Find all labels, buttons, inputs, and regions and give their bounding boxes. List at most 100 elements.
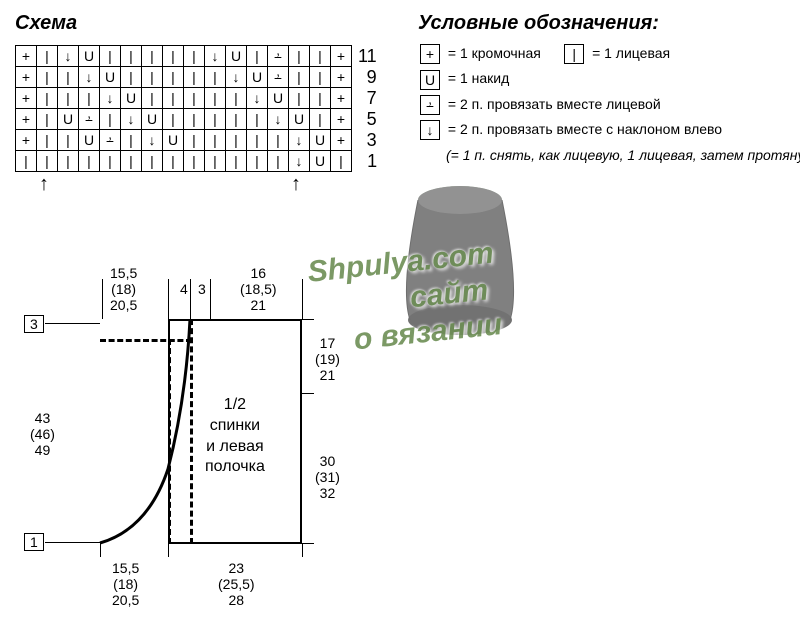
chart-cell: | (100, 109, 121, 130)
chart-cell: | (205, 67, 226, 88)
chart-cell: | (142, 46, 163, 67)
chart-cell: | (121, 130, 142, 151)
chart-cell: | (184, 67, 205, 88)
chart-cell: | (163, 67, 184, 88)
plus-icon: + (420, 44, 440, 64)
knitting-chart: +|↓U|||||↓U|⨩||+11+||↓U|||||↓U⨩||+9+|||↓… (15, 45, 378, 172)
chart-cell: + (16, 88, 37, 109)
chart-cell: ↓ (205, 46, 226, 67)
chart-cell: U (79, 46, 100, 67)
schematic-label: 1/2спинкии леваяполочка (205, 395, 265, 478)
chart-cell: | (79, 88, 100, 109)
chart-cell: + (331, 46, 352, 67)
chart-cell: ↓ (100, 88, 121, 109)
chart-cell: | (310, 46, 331, 67)
ssk-icon: ↓ (420, 120, 440, 140)
chart-cell: + (331, 67, 352, 88)
chart-cell: | (37, 130, 58, 151)
chart-cell: | (37, 67, 58, 88)
dim-left: 43(46)49 (30, 410, 55, 458)
garment-schematic: 15,5(18)20,5 4 3 16(18,5)21 3 43(46)49 1… (40, 265, 360, 610)
dim-top-midr: 3 (198, 281, 206, 297)
row-number: 3 (352, 130, 378, 151)
chart-cell: U (121, 88, 142, 109)
chart-cell: ⨩ (100, 130, 121, 151)
chart-cell: | (184, 88, 205, 109)
chart-cell: | (16, 151, 37, 172)
chart-cell: | (226, 109, 247, 130)
dim-right-lower: 30(31)32 (315, 453, 340, 501)
chart-cell: | (268, 130, 289, 151)
chart-cell: U (100, 67, 121, 88)
chart-cell: | (310, 109, 331, 130)
chart-cell: ⨩ (79, 109, 100, 130)
chart-cell: | (310, 88, 331, 109)
dim-bottom-box: 1 (24, 533, 44, 551)
chart-cell: | (58, 151, 79, 172)
chart-cell: ↓ (79, 67, 100, 88)
chart-cell: | (142, 67, 163, 88)
chart-cell: | (184, 130, 205, 151)
chart-cell: + (16, 67, 37, 88)
legend-text: = 1 лицевая (592, 45, 670, 61)
k2tog-icon: ⨩ (420, 95, 440, 115)
chart-cell: | (163, 46, 184, 67)
chart-cell: | (58, 130, 79, 151)
chart-cell: ↓ (121, 109, 142, 130)
chart-cell: | (100, 151, 121, 172)
row-number: 5 (352, 109, 378, 130)
chart-cell: + (331, 88, 352, 109)
chart-cell: | (121, 151, 142, 172)
legend-text: = 2 п. провязать вместе лицевой (448, 96, 661, 112)
legend-text: = 2 п. провязать вместе с наклоном влево (448, 121, 722, 137)
chart-cell: U (268, 88, 289, 109)
chart-cell: U (142, 109, 163, 130)
row-number: 9 (352, 67, 378, 88)
chart-cell: ↓ (226, 67, 247, 88)
chart-cell: | (289, 46, 310, 67)
legend-title: Условные обозначения: (418, 12, 659, 35)
dim-right-upper: 17(19)21 (315, 335, 340, 383)
chart-cell: U (79, 130, 100, 151)
chart-cell: | (163, 109, 184, 130)
chart-cell: | (142, 88, 163, 109)
chart-cell: ↓ (268, 109, 289, 130)
chart-cell: ↓ (58, 46, 79, 67)
chart-cell: | (310, 67, 331, 88)
chart-cell: | (100, 46, 121, 67)
chart-cell: | (121, 67, 142, 88)
chart-cell: | (205, 109, 226, 130)
chart-cell: | (37, 109, 58, 130)
chart-cell: | (226, 88, 247, 109)
dim-top-left: 15,5(18)20,5 (110, 265, 137, 313)
legend-text: = 1 накид (448, 70, 509, 86)
chart-cell: U (226, 46, 247, 67)
legend-row: + = 1 кромочная | = 1 лицевая (420, 42, 800, 64)
chart-cell: | (184, 151, 205, 172)
chart-cell: ↓ (289, 130, 310, 151)
legend: + = 1 кромочная | = 1 лицевая U = 1 наки… (420, 42, 800, 169)
chart-cell: | (226, 151, 247, 172)
repeat-arrow-left: ↑ (39, 173, 49, 196)
chart-cell: | (289, 67, 310, 88)
chart-cell: U (289, 109, 310, 130)
chart-cell: | (37, 46, 58, 67)
chart-cell: ⨩ (268, 67, 289, 88)
legend-row: U = 1 накид (420, 67, 800, 89)
chart-cell: | (268, 151, 289, 172)
chart-cell: | (205, 151, 226, 172)
chart-cell: | (205, 130, 226, 151)
chart-cell: U (163, 130, 184, 151)
chart-cell: + (16, 130, 37, 151)
chart-cell: U (310, 130, 331, 151)
chart-cell: | (163, 88, 184, 109)
knit-icon: | (564, 44, 584, 64)
chart-cell: | (247, 130, 268, 151)
chart-cell: | (247, 151, 268, 172)
chart-cell: | (58, 88, 79, 109)
chart-cell: | (289, 88, 310, 109)
chart-cell: + (331, 109, 352, 130)
dim-top-midl: 4 (180, 281, 188, 297)
chart-cell: | (247, 46, 268, 67)
chart-cell: | (205, 88, 226, 109)
